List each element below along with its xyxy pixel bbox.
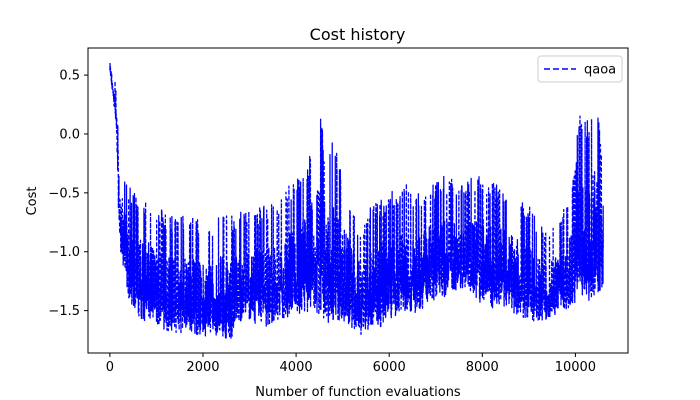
axes-frame [87,47,629,354]
x-axis-label: Number of function evaluations [255,385,461,400]
x-tick-label: 4000 [280,360,313,375]
x-tick-label: 2000 [186,360,219,375]
y-tick-label: 0.5 [59,69,80,84]
y-tick-label: 0.0 [59,127,80,142]
y-tick-label: −0.5 [48,186,80,201]
legend: qaoa [537,55,623,83]
x-axis: 0 2000 4000 6000 8000 10000 [106,353,596,375]
x-tick-label: 0 [106,360,114,375]
x-tick-label: 10000 [555,360,596,375]
series-line-qaoa [109,62,604,339]
y-tick-label: −1.5 [48,304,80,319]
y-axis-label: Cost [25,187,40,216]
legend-box [537,55,623,83]
series-layer [109,62,604,339]
plot-area [87,47,629,354]
chart-title: Cost history [310,25,406,44]
legend-label-qaoa: qaoa [584,63,616,78]
y-tick-label: −1.0 [48,245,80,260]
x-tick-label: 6000 [373,360,406,375]
y-axis: −1.5 −1.0 −0.5 0.0 0.5 [48,69,88,319]
x-tick-label: 8000 [466,360,499,375]
